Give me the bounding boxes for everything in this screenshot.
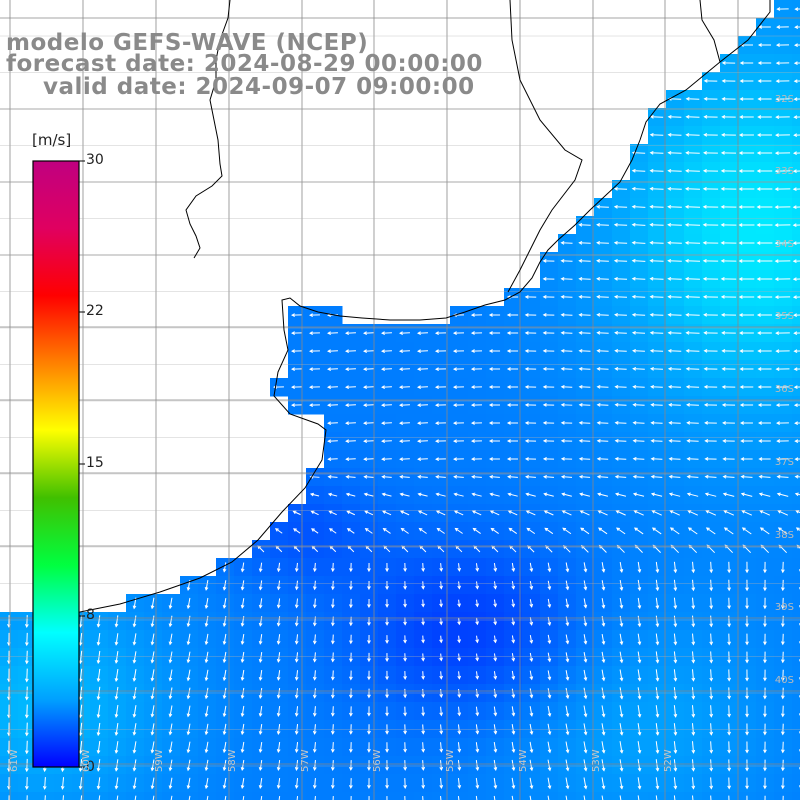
- colorbar-unit: [m/s]: [32, 131, 72, 149]
- lat-label-34s: 34S: [774, 239, 794, 250]
- lat-label-39s: 39S: [774, 602, 794, 613]
- valid-date: valid date: 2024-09-07 09:00:00: [43, 74, 475, 100]
- lat-label-32s: 32S: [774, 94, 794, 105]
- lon-label-52w: 52W: [663, 749, 674, 772]
- lon-label-56w: 56W: [372, 749, 383, 772]
- lon-label-59w: 59W: [154, 749, 165, 772]
- colorbar-label-30: 30: [86, 152, 104, 168]
- lon-label-58w: 58W: [227, 749, 238, 772]
- lat-label-38s: 38S: [774, 530, 794, 541]
- colorbar-label-8: 8: [86, 607, 95, 623]
- lon-label-54w: 54W: [518, 749, 529, 772]
- coastline: [39, 0, 771, 615]
- colorbar-label-22: 22: [86, 303, 104, 319]
- colorbar: [32, 160, 85, 768]
- colorbar-label-15: 15: [86, 455, 104, 471]
- lat-label-33s: 33S: [774, 166, 794, 177]
- lat-label-35s: 35S: [774, 311, 794, 322]
- lon-label-61w: 61W: [9, 749, 20, 772]
- lat-label-40s: 40S: [774, 675, 794, 686]
- colorbar-label-0: 0: [86, 759, 95, 775]
- lon-label-60w: 60W: [81, 749, 92, 772]
- lon-label-57w: 57W: [300, 749, 311, 772]
- lat-label-36s: 36S: [774, 384, 794, 395]
- lat-label-37s: 37S: [774, 457, 794, 468]
- forecast-date: forecast date: 2024-08-29 00:00:00: [6, 51, 483, 77]
- model-title: modelo GEFS-WAVE (NCEP): [6, 30, 369, 56]
- lon-label-55w: 55W: [445, 749, 456, 772]
- lon-label-53w: 53W: [591, 749, 602, 772]
